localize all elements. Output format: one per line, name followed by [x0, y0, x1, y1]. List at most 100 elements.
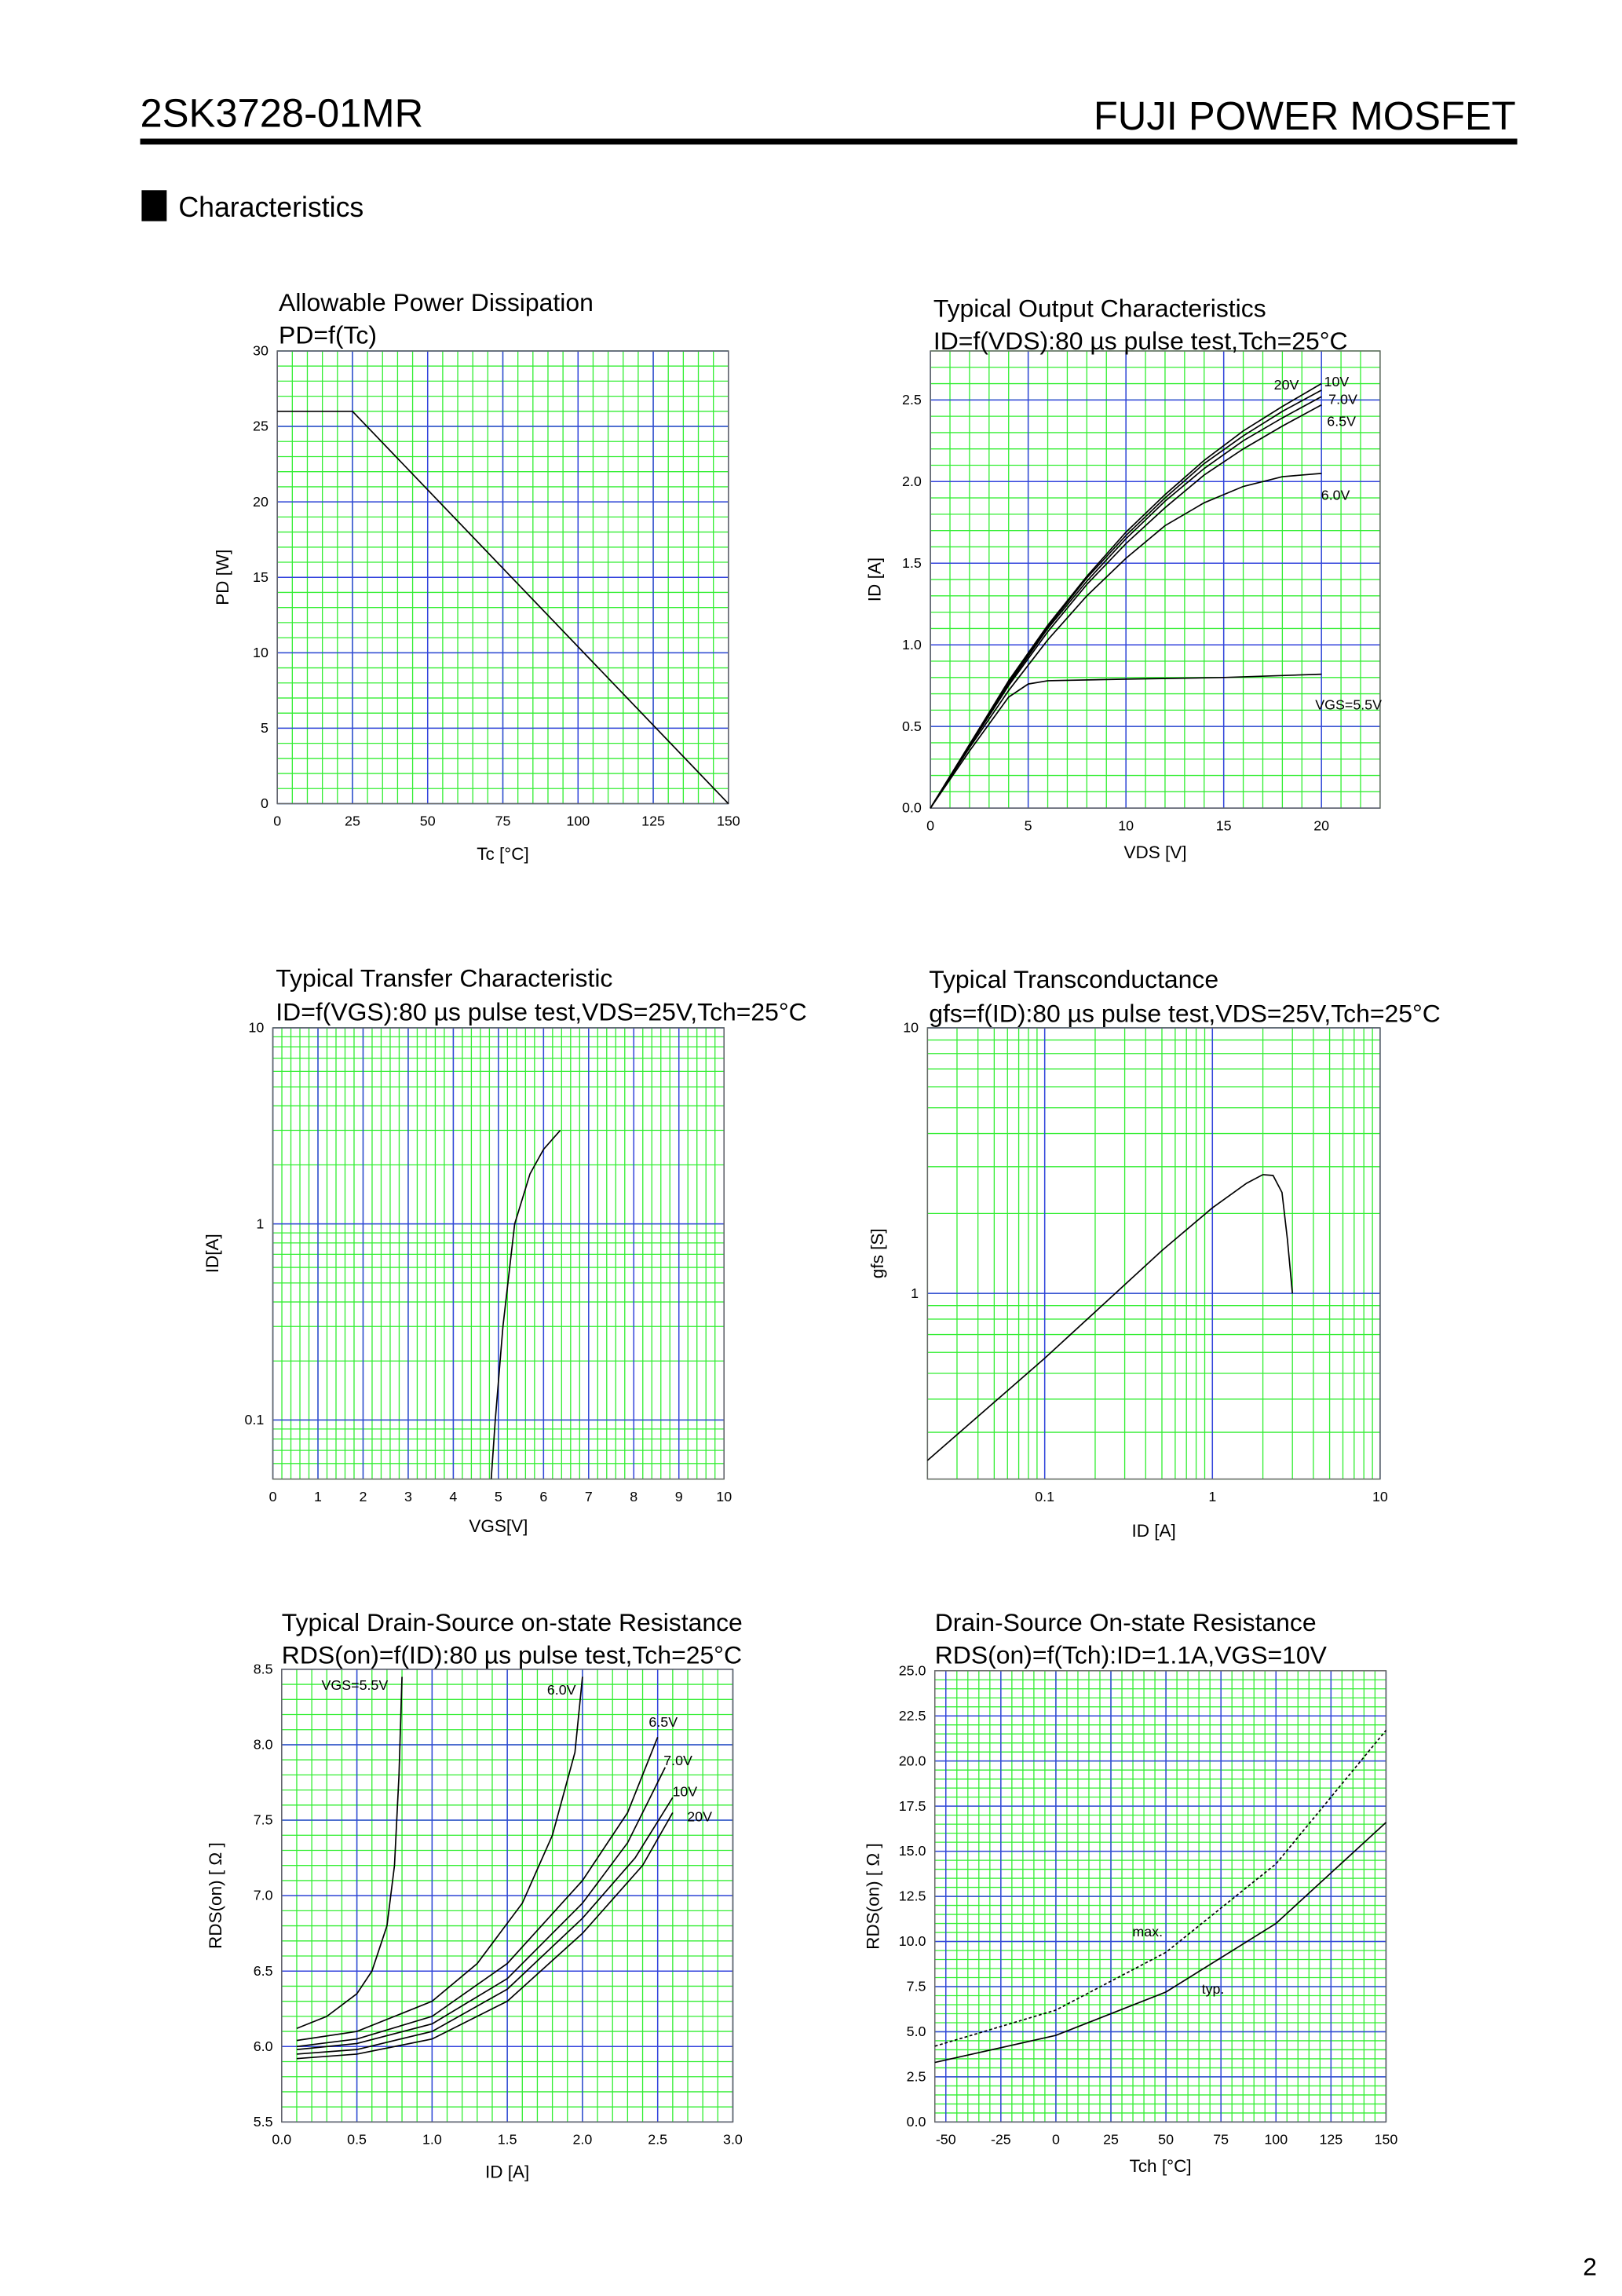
x-tick-label: 50 [1158, 2132, 1174, 2148]
data-line [934, 1730, 1387, 2047]
x-tick-label: 9 [675, 1489, 683, 1504]
x-tick-label: 75 [495, 813, 511, 829]
x-tick-label: 150 [717, 813, 740, 829]
data-line [296, 1812, 674, 2060]
page-number: 2 [1583, 2253, 1597, 2281]
plot-frame [276, 350, 729, 805]
x-tick-label: 2.0 [573, 2132, 593, 2148]
x-tick-label: 0.0 [272, 2132, 291, 2148]
y-tick-label: 1 [256, 1216, 264, 1231]
y-tick-label: 7.0 [254, 1888, 273, 1903]
series-label: 7.0V [663, 1753, 692, 1768]
x-tick-label: -50 [936, 2132, 956, 2148]
series-label: 10V [672, 1783, 697, 1799]
x-tick-label: 0 [1052, 2132, 1060, 2148]
data-line [934, 1822, 1386, 2064]
chart: 0 1 2 3 4 5 6 7 8 9 10 0.1 1 10 Typical Transfer Chara… [203, 963, 807, 1536]
plot-frame [930, 350, 1381, 809]
x-tick-label: 125 [641, 813, 665, 829]
chart-subtitle: gfs=f(ID):80 µs pulse test,VDS=25V,Tch=2… [929, 999, 1441, 1027]
data-line [930, 396, 1322, 809]
data-line [296, 1767, 667, 2050]
y-tick-label: 20 [253, 494, 269, 510]
chart: 0 5 10 15 20 0.0 0.5 1.0 1.5 2.0 2.5 Typical Output… [864, 294, 1382, 862]
x-axis-label: ID [A] [1131, 1521, 1175, 1541]
y-tick-label: 7.5 [907, 1979, 926, 1994]
y-tick-label: 15 [253, 569, 269, 585]
data-line [296, 1676, 403, 2030]
y-tick-label: 10 [903, 1020, 919, 1036]
x-tick-label: 5 [495, 1489, 502, 1504]
x-tick-label: 6 [539, 1489, 547, 1504]
series-label: typ. [1202, 1981, 1225, 1997]
y-axis-label: ID [A] [864, 558, 884, 601]
data-line [296, 1737, 659, 2048]
plot-frame [281, 1669, 734, 2123]
chart: 0.0 0.5 1.0 1.5 2.0 2.5 3.0 5.5 6.0 6.5 7.0 7.5 8.0 8… [206, 1608, 743, 2182]
chart-subtitle: RDS(on)=f(ID):80 µs pulse test,Tch=25°C [282, 1640, 742, 1669]
y-tick-label: 5 [261, 720, 269, 736]
x-axis-label: VDS [V] [1123, 843, 1186, 862]
series-label: 6.5V [648, 1714, 678, 1730]
data-line [490, 1129, 561, 1479]
x-tick-label: 3 [404, 1489, 412, 1504]
data-line [296, 1797, 674, 2055]
y-tick-label: 5.0 [907, 2024, 926, 2039]
y-tick-label: 20.0 [899, 1753, 926, 1768]
x-tick-label: 0 [273, 813, 281, 829]
y-tick-label: 2.5 [907, 2069, 926, 2085]
x-tick-label: 1.5 [498, 2132, 517, 2148]
x-tick-label: 20 [1313, 817, 1329, 833]
y-tick-label: 8.0 [254, 1737, 273, 1753]
x-axis-label: VGS[V] [469, 1516, 528, 1536]
y-tick-label: 25.0 [899, 1662, 926, 1678]
x-tick-label: 125 [1319, 2132, 1343, 2148]
y-tick-label: 15.0 [899, 1843, 926, 1859]
y-tick-label: 0.5 [902, 718, 922, 734]
x-tick-label: 10 [1118, 817, 1134, 833]
part-number: 2SK3728-01MR [141, 91, 424, 136]
x-tick-label: 100 [1264, 2132, 1288, 2148]
x-tick-label: 4 [449, 1489, 457, 1504]
series-label: 6.5V [1327, 414, 1356, 430]
series-label: 6.0V [1321, 488, 1350, 503]
x-tick-label: 0.1 [1035, 1489, 1054, 1504]
chart-subtitle: RDS(on)=f(Tch):ID=1.1A,VGS=10V [935, 1640, 1328, 1669]
plot-frame [933, 1669, 1387, 2123]
chart-subtitle: PD=f(Tc) [279, 321, 377, 349]
x-tick-label: 25 [345, 813, 360, 829]
y-tick-label: 12.5 [899, 1888, 926, 1904]
y-tick-label: 17.5 [899, 1798, 926, 1814]
chart: 0 25 50 75 100 125 150 0 5 10 15 20 25 30 Allowable Po… [213, 288, 740, 864]
section-title: Characteristics [178, 192, 363, 223]
x-tick-label: -25 [991, 2132, 1011, 2148]
x-tick-label: 8 [630, 1489, 637, 1504]
series-label: 6.0V [547, 1682, 576, 1698]
x-tick-label: 0 [269, 1489, 277, 1504]
x-axis-label: Tc [°C] [477, 844, 529, 864]
x-tick-label: 50 [420, 813, 436, 829]
y-tick-label: 2.0 [902, 473, 922, 489]
x-tick-label: 5 [1025, 817, 1032, 833]
x-tick-label: 3.0 [723, 2132, 743, 2148]
y-axis-label: ID[A] [203, 1234, 222, 1273]
data-line [296, 1676, 583, 2042]
chart-subtitle: ID=f(VDS):80 µs pulse test,Tch=25°C [933, 327, 1348, 355]
y-axis-label: RDS(on) [ Ω ] [863, 1843, 882, 1950]
series-label: max. [1132, 1924, 1163, 1940]
y-tick-label: 10.0 [899, 1933, 926, 1949]
x-tick-label: 2 [360, 1489, 367, 1504]
brand: FUJI POWER MOSFET [1094, 93, 1516, 138]
series-label: 20V [1274, 377, 1299, 393]
y-tick-label: 22.5 [899, 1708, 926, 1724]
series-label: 10V [1324, 374, 1350, 389]
series-label: VGS=5.5V [1315, 696, 1382, 712]
data-line [277, 410, 729, 805]
y-tick-label: 2.5 [902, 392, 922, 408]
chart-title: Drain-Source On-state Resistance [935, 1608, 1317, 1636]
y-tick-label: 7.5 [254, 1812, 273, 1828]
x-tick-label: 10 [716, 1489, 732, 1504]
y-tick-label: 5.5 [254, 2114, 273, 2130]
